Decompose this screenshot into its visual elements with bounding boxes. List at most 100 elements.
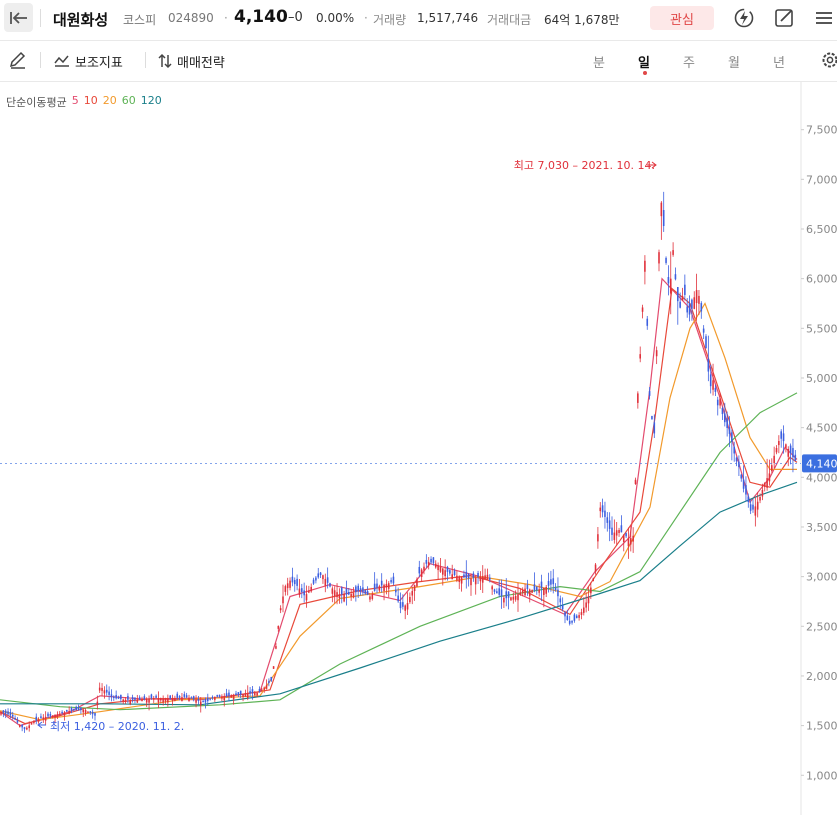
candle-body — [747, 496, 750, 503]
candle-body — [498, 588, 500, 595]
candle-body — [44, 716, 47, 721]
candle-body — [738, 461, 740, 468]
candle-body — [91, 711, 94, 715]
indicator-button[interactable]: 보조지표 — [54, 51, 123, 71]
candle-body — [709, 374, 712, 387]
candle-body — [312, 579, 315, 584]
indicator-label: 보조지표 — [75, 55, 123, 71]
y-tick-label: 2,500 — [806, 620, 837, 633]
candle-body — [176, 693, 179, 698]
candle-body — [684, 284, 686, 295]
candle-body — [451, 574, 453, 580]
y-tick-label: 1,000 — [806, 769, 837, 782]
candle-body — [357, 585, 359, 592]
candle-body — [771, 465, 773, 471]
candle-body — [698, 295, 700, 304]
candle-body — [587, 596, 590, 604]
y-tick-label: 6,500 — [806, 223, 837, 236]
candle-body — [282, 596, 284, 604]
chart-toolbar: 보조지표 매매전략 분 일 주 월 년 — [0, 41, 837, 82]
candle-body — [707, 358, 710, 372]
candle-body — [641, 307, 644, 312]
candle-body — [131, 697, 134, 700]
favorite-button[interactable]: 관심 — [650, 6, 714, 30]
candle-body — [463, 574, 465, 578]
candle-body — [674, 274, 677, 280]
candle-body — [571, 620, 573, 623]
candle-body — [500, 589, 503, 597]
candle-body — [411, 591, 414, 596]
indicator-icon — [54, 55, 69, 67]
ma-legend: 단순이동평균 5 10 20 60 120 — [6, 94, 162, 110]
y-tick-label: 2,000 — [806, 670, 837, 683]
candle-body — [164, 698, 167, 702]
candle-body — [526, 584, 529, 590]
candle-body — [601, 505, 604, 513]
candle-body — [87, 711, 89, 713]
period-month[interactable]: 월 — [728, 56, 740, 71]
price-chart[interactable]: 최고 7,030 – 2021. 10. 14. 최저 1,420 – 2020… — [0, 82, 837, 815]
candle-body — [183, 694, 186, 697]
candle-body — [662, 210, 665, 227]
candle-body — [681, 296, 684, 301]
candle-body — [228, 692, 230, 696]
lightning-icon[interactable] — [733, 7, 755, 29]
period-year[interactable]: 년 — [773, 56, 785, 71]
separator-dot: · — [224, 11, 228, 25]
candle-body — [376, 583, 378, 588]
y-tick-label: 7,000 — [806, 173, 837, 186]
candle-body — [679, 301, 681, 308]
ma-line-20 — [0, 302, 797, 721]
candle-body — [512, 596, 515, 600]
candle-body — [545, 586, 547, 594]
price-change: –0 — [288, 10, 303, 25]
edit-icon[interactable] — [773, 7, 795, 29]
candle-body — [94, 713, 96, 716]
candle-body — [333, 590, 336, 596]
candle-body — [9, 712, 12, 716]
stock-name: 대원화성 — [53, 11, 109, 29]
candle-body — [326, 577, 329, 583]
candle-body — [113, 696, 115, 699]
back-button[interactable] — [4, 3, 33, 32]
candle-body — [261, 689, 263, 691]
candle-body — [646, 318, 649, 326]
volume-label: 거래량 — [373, 13, 407, 27]
candle-body — [561, 605, 564, 610]
candle-body — [550, 579, 552, 585]
candle-body — [249, 691, 251, 694]
period-minute[interactable]: 분 — [593, 56, 605, 71]
candle-body — [742, 479, 745, 489]
candle-body — [310, 586, 312, 592]
candle-body — [329, 583, 331, 587]
amount-label: 거래대금 — [487, 13, 532, 27]
candle-body — [265, 685, 268, 689]
candle-body — [533, 584, 536, 591]
candle-body — [171, 698, 174, 701]
candle-body — [371, 593, 374, 599]
candle-body — [402, 602, 404, 607]
candle-body — [244, 693, 247, 697]
menu-icon[interactable] — [813, 7, 835, 29]
candle-body — [141, 699, 143, 702]
candle-body — [437, 565, 439, 571]
candle-body — [124, 699, 127, 703]
candle-body — [284, 586, 287, 592]
candle-body — [11, 714, 14, 717]
candle-body — [575, 615, 578, 619]
candle-body — [651, 416, 653, 420]
candle-body — [554, 587, 557, 591]
candle-body — [552, 578, 555, 585]
ma-line-5 — [0, 277, 798, 727]
candle-body — [54, 714, 56, 718]
strategy-button[interactable]: 매매전략 — [158, 51, 225, 71]
period-day[interactable]: 일 — [638, 56, 650, 71]
candle-body — [768, 473, 771, 482]
settings-gear-icon[interactable] — [820, 50, 837, 70]
candle-body — [56, 714, 59, 717]
pencil-icon[interactable] — [8, 50, 28, 70]
candle-body — [644, 260, 646, 272]
y-tick-label: 5,000 — [806, 372, 837, 385]
candle-body — [279, 608, 282, 611]
period-week[interactable]: 주 — [683, 56, 695, 71]
